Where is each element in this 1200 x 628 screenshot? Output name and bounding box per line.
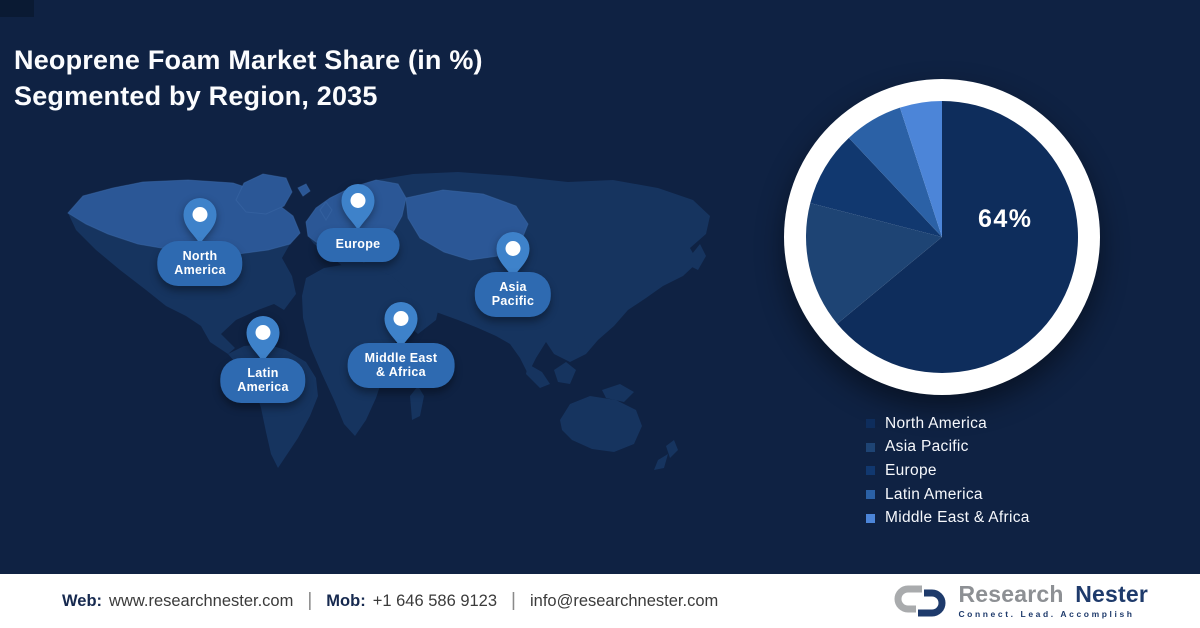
legend-swatch-icon	[866, 442, 875, 452]
island-madagascar	[410, 386, 424, 420]
pie-slice-middle-east-africa	[899, 101, 942, 237]
legend-label: North America	[885, 414, 988, 432]
legend-item-north-america: North America	[866, 412, 1030, 436]
map-region-label-middle-east-africa: Middle East & Africa	[347, 343, 455, 388]
legend-item-latin-america: Latin America	[866, 483, 1030, 507]
map-region-label-latin-america: Latin America	[220, 358, 306, 403]
pie-slice-latin-america	[848, 107, 942, 237]
map-pin-icon-north-america	[180, 197, 220, 246]
separator: |	[307, 590, 313, 611]
map-region-label-asia-pacific: Asia Pacific	[474, 272, 552, 317]
highlight-greenland	[235, 173, 293, 215]
island-new-zealand	[654, 440, 678, 470]
legend-item-europe: Europe	[866, 459, 1030, 483]
legend-label: Latin America	[885, 485, 983, 503]
pie-legend: North America Asia Pacific Europe Latin Ame…	[866, 412, 1030, 530]
map-region-label-europe: Europe	[316, 228, 400, 262]
brand-name: Research Nester	[958, 583, 1148, 606]
pie-slice-asia-pacific	[805, 203, 942, 324]
research-nester-logo-icon	[894, 585, 946, 617]
separator: |	[511, 590, 516, 611]
legend-swatch-icon	[866, 513, 875, 523]
pie-slice-europe	[810, 137, 942, 237]
web-label: Web:	[62, 591, 103, 610]
brand-name-part2: Nester	[1075, 581, 1148, 608]
legend-swatch-icon	[866, 490, 875, 500]
pie-chart: 64%	[772, 67, 1112, 407]
map-region-label-north-america: North America	[157, 241, 243, 286]
corner-decoration	[0, 0, 34, 17]
phone-number: +1 646 586 9123	[372, 591, 498, 610]
brand-logo: Research Nester Connect. Lead. Accomplis…	[892, 581, 1148, 621]
email-link[interactable]: info@researchnester.com	[529, 591, 719, 610]
highlight-uk	[319, 201, 333, 221]
legend-label: Europe	[885, 461, 937, 479]
page-title: Neoprene Foam Market Share (in %) Segmen…	[14, 45, 483, 111]
mob-label: Mob:	[326, 591, 366, 610]
islands-se-asia	[526, 336, 634, 402]
map-pin-icon-middle-east-africa	[381, 301, 421, 350]
website-link[interactable]: www.researchnester.com	[109, 591, 294, 610]
pie-chart-svg	[784, 79, 1100, 395]
pie-slice-north-america	[837, 101, 1078, 373]
legend-item-asia-pacific: Asia Pacific	[866, 436, 1030, 460]
footer-bar: Web: www.researchnester.com | Mob: +1 64…	[0, 574, 1200, 628]
legend-label: Middle East & Africa	[885, 509, 1030, 527]
pie-share-label: 64%	[978, 205, 1033, 233]
legend-swatch-icon	[866, 419, 875, 429]
map-pin-icon-europe	[338, 183, 378, 232]
map-pin-icon-asia-pacific	[493, 231, 533, 280]
continent-australia	[560, 396, 642, 452]
footer-contact: Web: www.researchnester.com | Mob: +1 64…	[62, 590, 718, 612]
brand-text: Research Nester Connect. Lead. Accomplis…	[958, 583, 1148, 619]
highlight-iceland	[297, 183, 311, 197]
legend-item-middle-east-africa: Middle East & Africa	[866, 506, 1030, 530]
brand-tagline: Connect. Lead. Accomplish	[958, 609, 1135, 620]
brand-name-part1: Research	[958, 581, 1064, 608]
legend-swatch-icon	[866, 466, 875, 476]
island-japan	[690, 244, 706, 270]
map-pin-icon-latin-america	[243, 315, 283, 364]
legend-label: Asia Pacific	[885, 438, 969, 456]
